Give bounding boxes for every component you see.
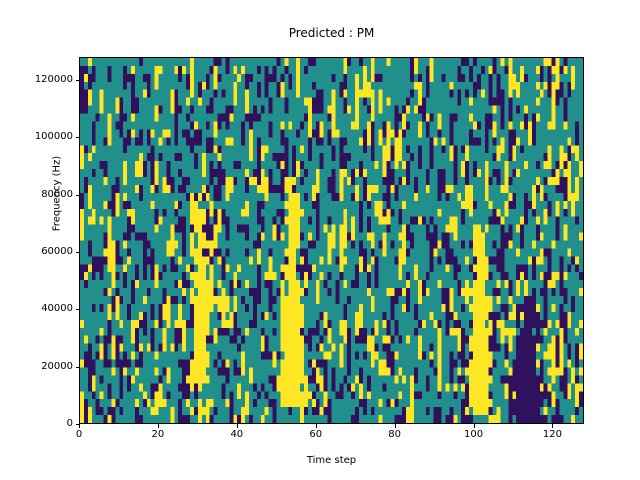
y-tick-mark <box>75 137 79 138</box>
y-tick-label: 40000 <box>41 303 73 315</box>
heatmap-image <box>80 58 583 423</box>
y-tick-mark <box>75 252 79 253</box>
y-tick-mark <box>75 80 79 81</box>
x-tick-mark <box>474 424 475 428</box>
x-tick-label: 60 <box>309 429 323 440</box>
x-axis-label: Time step <box>306 455 357 466</box>
chart-title: Predicted : PM <box>288 26 375 40</box>
x-tick-label: 0 <box>75 429 83 440</box>
x-tick-mark <box>79 424 80 428</box>
x-tick-label: 20 <box>151 429 165 440</box>
y-tick-label: 120000 <box>34 73 73 85</box>
y-tick-label: 100000 <box>34 131 73 143</box>
x-tick-mark <box>237 424 238 428</box>
y-tick-label: 20000 <box>41 360 73 372</box>
x-tick-mark <box>316 424 317 428</box>
heatmap-axes <box>79 57 584 424</box>
x-tick-mark <box>158 424 159 428</box>
x-tick-mark <box>395 424 396 428</box>
x-tick-label: 40 <box>230 429 244 440</box>
y-tick-mark <box>75 367 79 368</box>
x-tick-label: 100 <box>463 429 484 440</box>
y-tick-label: 60000 <box>41 245 73 257</box>
y-tick-mark <box>75 424 79 425</box>
y-tick-mark <box>75 309 79 310</box>
y-tick-label: 80000 <box>41 188 73 200</box>
x-tick-mark <box>552 424 553 428</box>
x-tick-label: 120 <box>542 429 562 440</box>
x-tick-label: 80 <box>388 429 401 440</box>
y-tick-label: 0 <box>66 418 73 429</box>
y-tick-mark <box>75 195 79 196</box>
